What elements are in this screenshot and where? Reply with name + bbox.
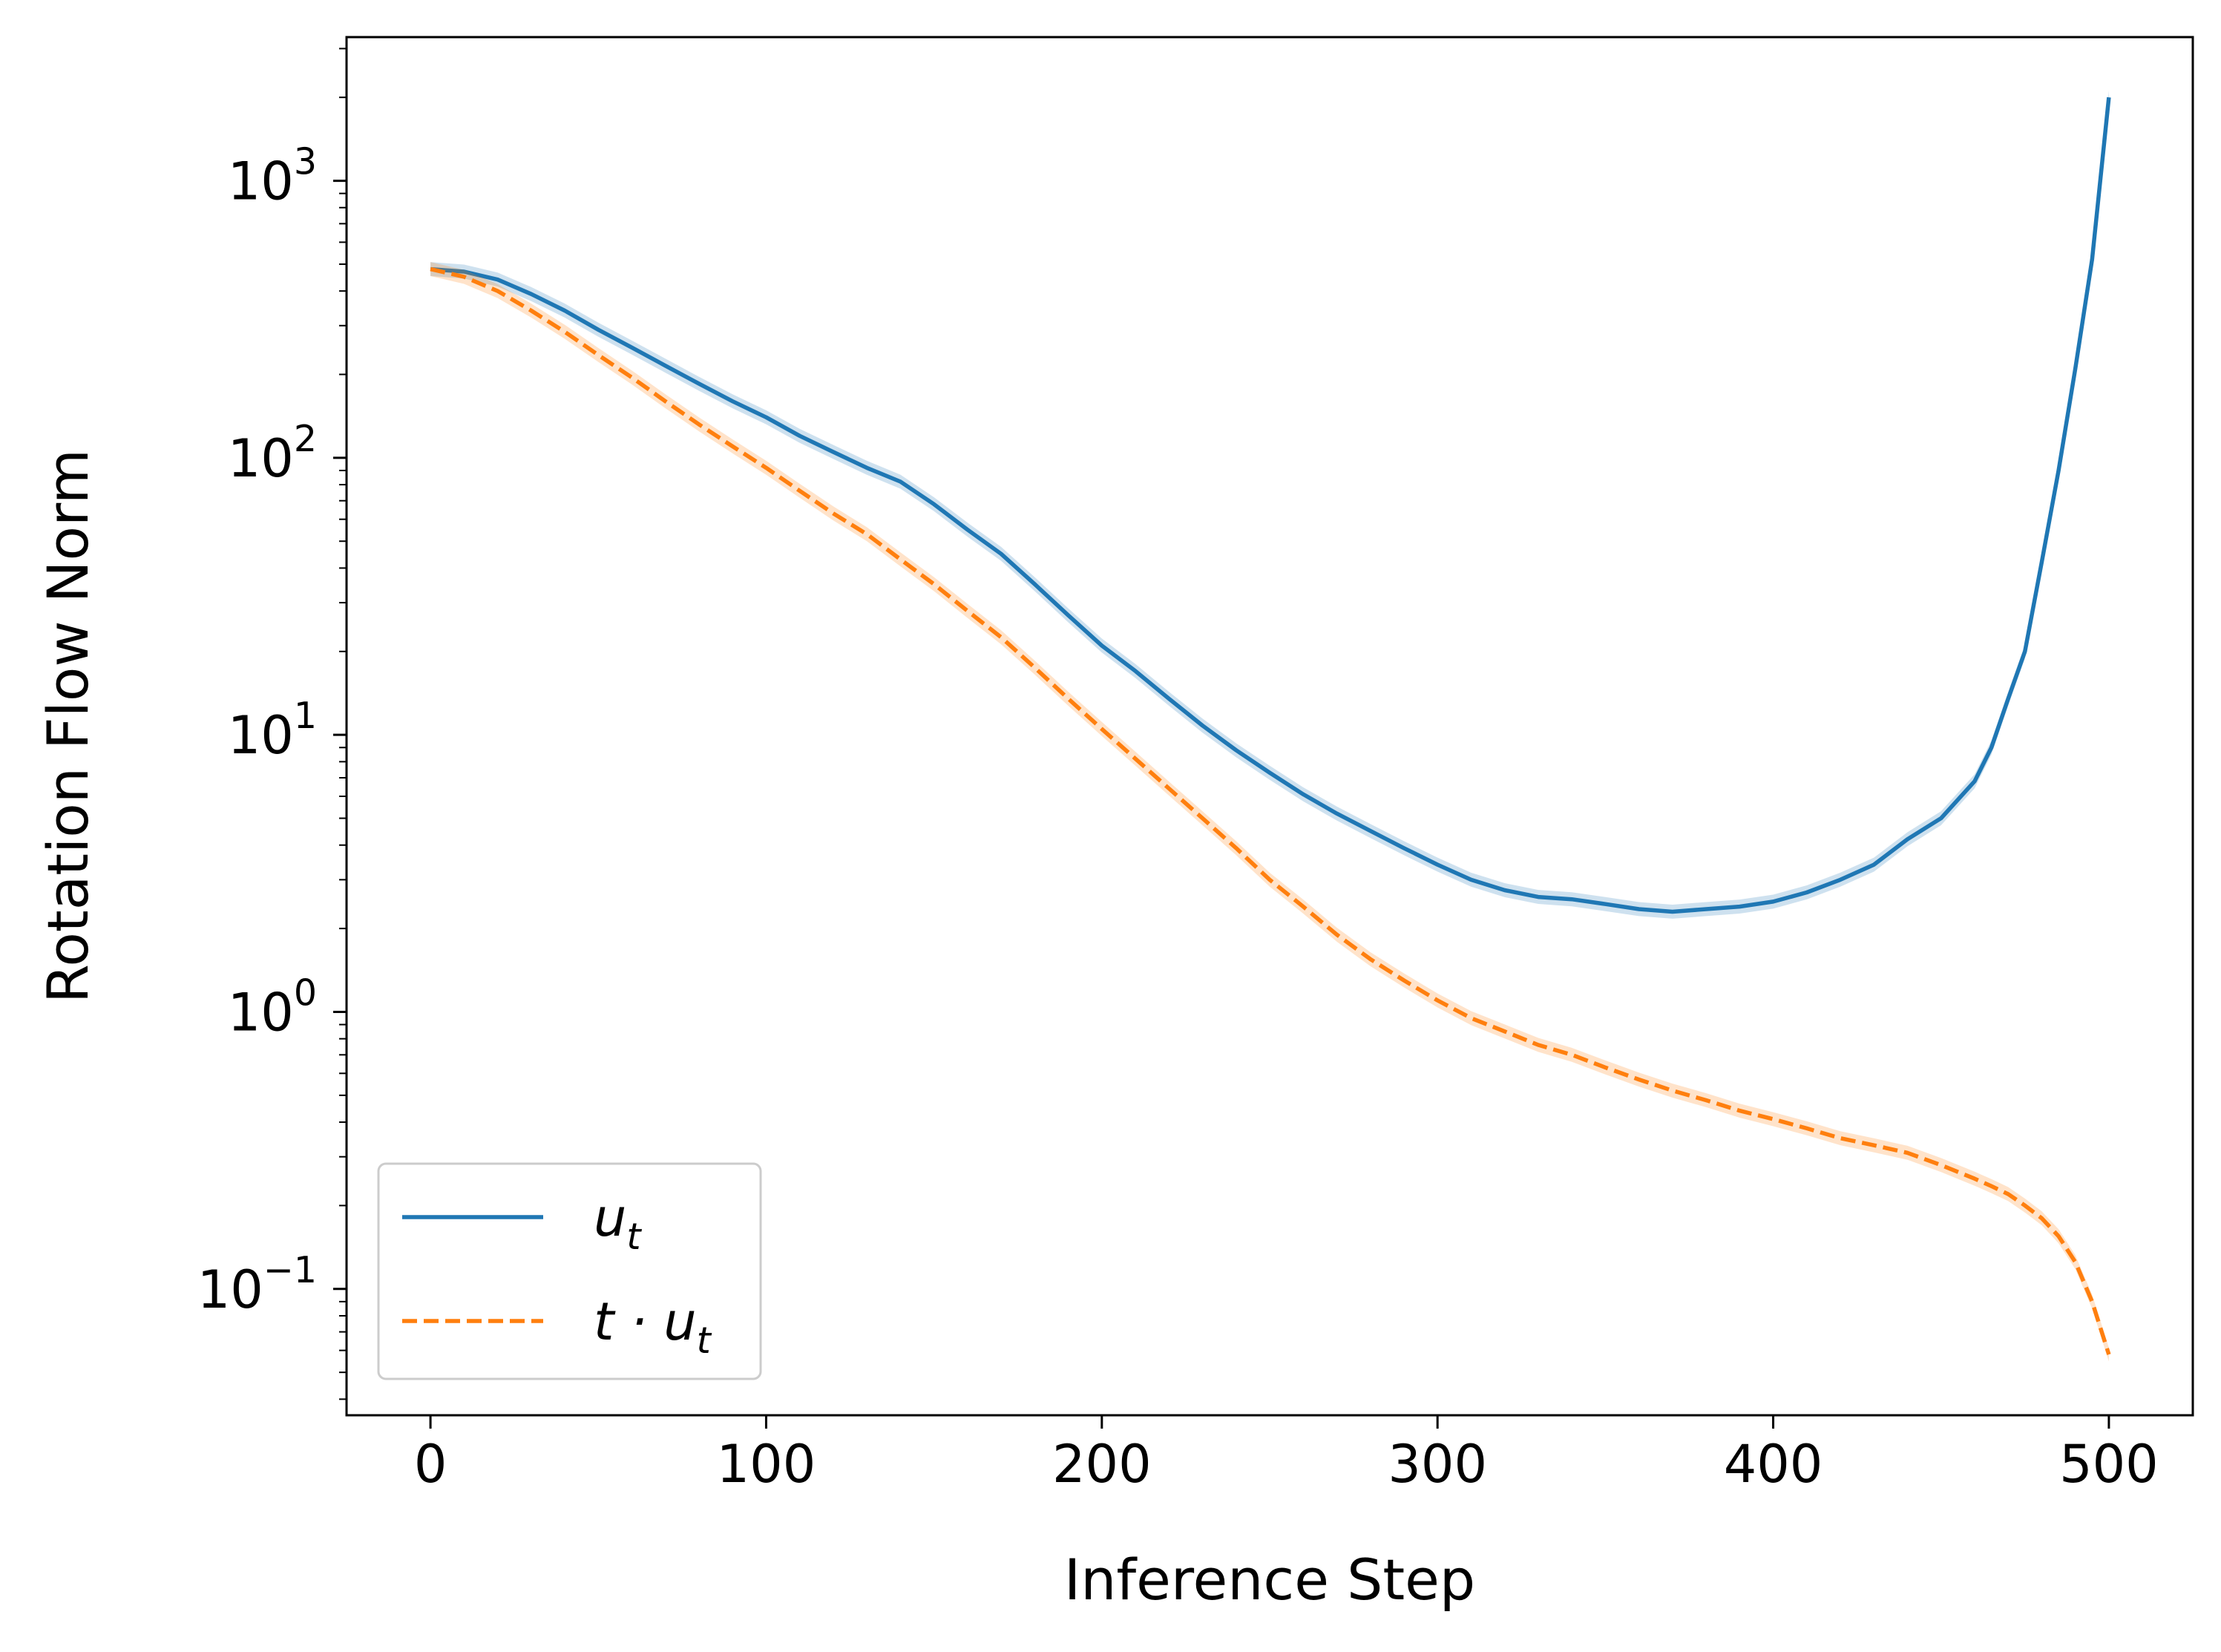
y-axis-label: Rotation Flow Norm bbox=[35, 449, 101, 1003]
plot-area bbox=[430, 90, 2111, 1362]
legend-label-1: t · ut bbox=[594, 1291, 712, 1362]
x-tick-label: 300 bbox=[1388, 1434, 1487, 1495]
y-tick-label: 102 bbox=[228, 418, 317, 489]
x-axis: 0 100 200 300 400 500 bbox=[414, 1415, 2159, 1495]
y-tick-label: 101 bbox=[228, 695, 317, 766]
y-tick-label: 103 bbox=[228, 141, 317, 212]
legend: ut t · ut bbox=[377, 1162, 762, 1380]
series-line-0 bbox=[430, 96, 2111, 914]
x-tick-label: 200 bbox=[1052, 1434, 1152, 1495]
y-axis: 10−1 100 101 102 103 bbox=[197, 47, 347, 1400]
x-tick-label: 0 bbox=[414, 1434, 447, 1495]
y-tick-label: 100 bbox=[228, 971, 317, 1043]
y-tick-label: 10−1 bbox=[197, 1249, 317, 1320]
axes-frame bbox=[345, 36, 2194, 1417]
x-tick-label: 400 bbox=[1724, 1434, 1823, 1495]
x-axis-label: Inference Step bbox=[1064, 1547, 1475, 1613]
x-tick-label: 500 bbox=[2059, 1434, 2159, 1495]
series-line-1 bbox=[430, 266, 2111, 1355]
x-tick-label: 100 bbox=[717, 1434, 816, 1495]
legend-label-0: ut bbox=[594, 1187, 642, 1258]
